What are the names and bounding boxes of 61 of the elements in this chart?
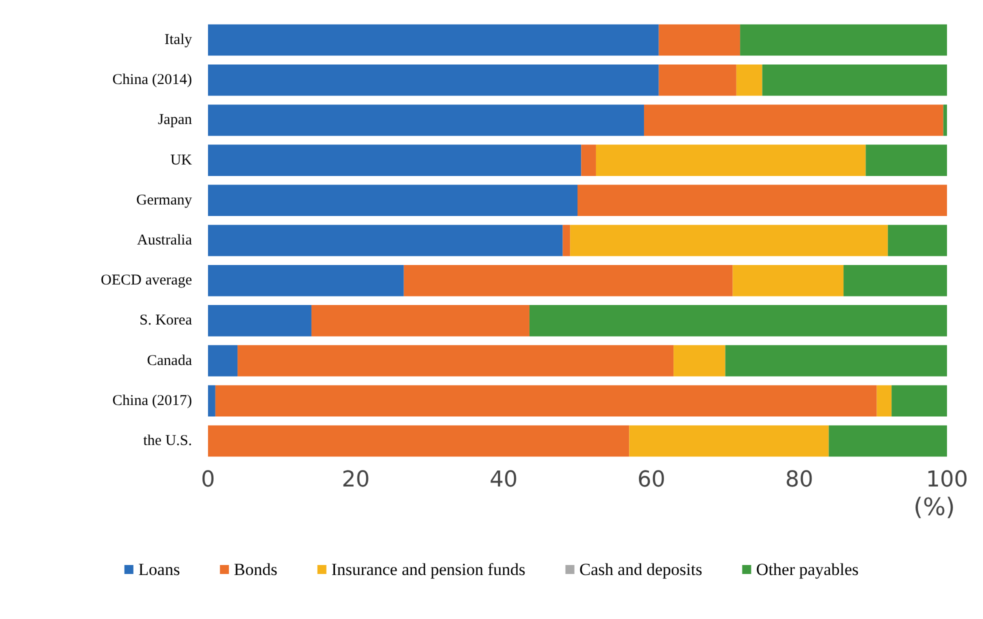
- bar: [311, 305, 530, 336]
- bar: [208, 305, 312, 336]
- y-tick-label: Germany: [136, 192, 192, 208]
- y-tick-label: S. Korea: [140, 312, 192, 329]
- bar: [215, 385, 877, 416]
- bar: [208, 345, 238, 376]
- y-tick-label: Japan: [158, 112, 192, 128]
- y-tick-label: UK: [170, 152, 192, 168]
- bar: [208, 24, 659, 56]
- bar: [736, 64, 762, 96]
- bar: [581, 144, 596, 176]
- bar: [208, 144, 582, 176]
- y-tick-label: the U.S.: [143, 432, 192, 449]
- bar: [596, 144, 866, 176]
- x-tick-label: 0: [201, 468, 215, 492]
- bar: [238, 345, 674, 376]
- x-tick-label: 40: [490, 468, 518, 492]
- legend-label: Cash and deposits: [579, 560, 702, 579]
- bar: [529, 305, 947, 336]
- bar: [888, 224, 947, 256]
- bar: [208, 385, 216, 416]
- y-tick-label: Australia: [137, 232, 192, 248]
- legend-label: Bonds: [234, 560, 278, 579]
- bar: [570, 224, 888, 256]
- bar: [844, 264, 947, 296]
- y-tick-label: Canada: [147, 352, 192, 369]
- legend-label: Loans: [138, 560, 180, 579]
- bar: [404, 264, 733, 296]
- bar: [892, 385, 947, 416]
- y-tick-label: OECD average: [100, 272, 192, 289]
- bar: [208, 264, 404, 296]
- bar: [725, 345, 947, 376]
- bar: [629, 425, 829, 457]
- bar: [740, 24, 947, 56]
- bar: [876, 385, 892, 416]
- bar: [208, 184, 578, 216]
- bar: [658, 24, 740, 56]
- bar: [208, 64, 659, 96]
- bar: [644, 104, 944, 136]
- y-tick-label: China (2017): [112, 392, 192, 409]
- bar: [658, 64, 736, 96]
- x-tick-label: 20: [342, 468, 370, 492]
- y-tick-label: China (2014): [112, 72, 192, 88]
- bar: [943, 104, 947, 136]
- x-tick-label: 60: [637, 468, 666, 492]
- x-tick-label: 100: [926, 468, 968, 492]
- bar: [732, 264, 844, 296]
- bar: [208, 425, 630, 457]
- legend-label: Insurance and pension funds: [331, 560, 526, 579]
- bar: [578, 184, 947, 216]
- x-tick-label: 80: [785, 468, 814, 492]
- bar: [866, 144, 947, 176]
- y-tick-label: Italy: [164, 32, 192, 48]
- bar: [762, 64, 947, 96]
- x-axis-title: (%): [913, 493, 955, 521]
- bar: [208, 224, 563, 256]
- legend-label: Other payables: [756, 560, 859, 579]
- bar: [208, 104, 644, 136]
- bar: [828, 425, 947, 457]
- bar: [562, 224, 570, 256]
- bar: [674, 345, 726, 376]
